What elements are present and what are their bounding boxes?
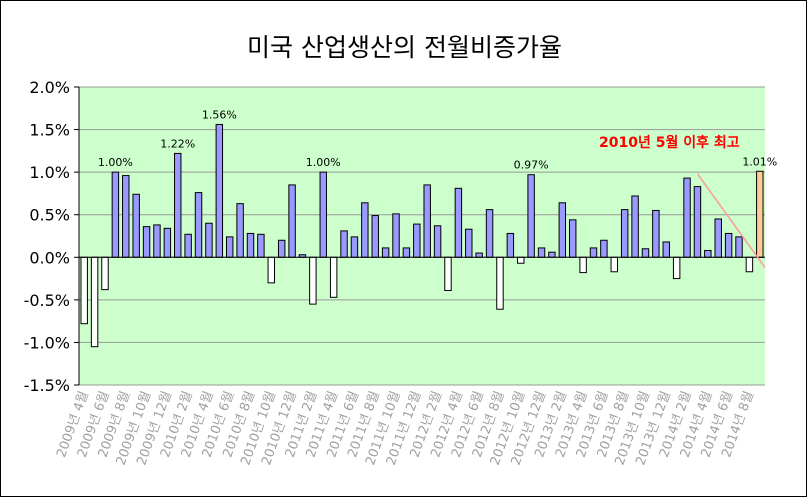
bar [122,175,130,258]
y-tick-label: 1.5% [29,121,70,140]
plot-area [79,87,765,385]
bar [205,222,213,258]
value-label: 1.01% [742,155,777,168]
bar [90,256,99,348]
bar [111,171,120,258]
bar [184,233,192,258]
y-tick-label: -1.5% [24,376,70,395]
bar [361,202,369,258]
value-label: 1.00% [98,156,133,169]
bar [288,184,296,258]
bar [600,239,608,258]
bar [517,256,525,264]
bar [194,192,203,258]
bar [537,247,546,258]
bar [444,256,452,291]
chart-title: 미국 산업생산의 전월비증가율 [247,33,562,62]
bar [693,186,702,258]
bar [558,202,567,258]
bar [756,170,764,258]
bar [225,236,234,258]
bar [174,152,182,258]
bar [132,193,140,258]
bar [371,215,379,258]
bar [683,177,691,258]
bar [340,230,348,258]
bar [724,232,733,258]
y-tick-label: -0.5% [24,291,70,310]
bar [506,232,515,258]
bar [672,256,681,280]
bar [433,225,442,258]
bar [257,233,265,258]
bar [319,171,327,258]
bar [423,184,431,258]
bar [277,239,286,258]
bar [80,256,88,325]
bar [496,256,504,310]
bar [620,209,629,258]
value-label: 1.56% [202,108,237,121]
bar [704,249,712,258]
bar [101,256,109,291]
bar [548,251,556,258]
bar [641,248,650,258]
bar [745,256,754,273]
bar [329,256,338,298]
bar [392,213,400,258]
bar [350,236,359,258]
bar [475,252,483,258]
bar [413,223,421,258]
bar [465,228,473,258]
trend-line [696,173,766,268]
y-tick-label: -1.0% [24,333,70,352]
bar [454,187,463,258]
bar [153,224,161,258]
bar [236,203,244,258]
bar [527,174,535,258]
bar [579,256,587,274]
y-tick-label: 2.0% [29,78,70,97]
bar [631,195,639,258]
bar [381,247,390,258]
bar [485,209,494,258]
bar [652,209,660,258]
y-tick-label: 0.5% [29,206,70,225]
y-tick-label: 1.0% [29,163,70,182]
value-label: 1.22% [160,137,195,150]
bar [246,232,255,258]
bar [267,256,276,284]
bar [142,226,151,258]
bar [568,219,577,258]
bar [714,218,722,258]
annotation-text: 2010년 5월 이후 최고 [599,134,740,151]
bar [163,227,172,258]
value-label: 0.97% [514,159,549,172]
bar [735,236,743,258]
y-tick-label: 0.0% [29,248,70,267]
bar [215,123,224,258]
bar [610,256,619,273]
value-label: 1.00% [306,156,341,169]
bar [402,247,411,258]
bar [662,241,670,258]
bar [589,247,598,258]
bar [309,256,317,305]
